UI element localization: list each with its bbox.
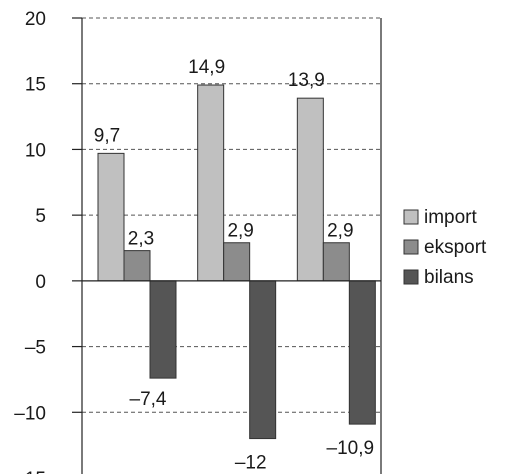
- data-label-eksport-1: 2,3: [128, 229, 154, 250]
- bar-bilans-1: [149, 280, 177, 379]
- legend-swatch-bilans: [403, 269, 419, 285]
- y-tick-label-7: –15: [14, 469, 46, 474]
- y-tick-label-4: 0: [35, 272, 46, 293]
- y-tick-label-5: –5: [25, 338, 46, 359]
- legend-label-import: import: [424, 207, 478, 228]
- legend-swatch-eksport: [403, 239, 419, 255]
- data-label-bilans-3: –10,9: [327, 438, 375, 459]
- legend-swatch-import: [403, 209, 419, 225]
- bar-import-2: [197, 84, 225, 282]
- data-label-import-1: 9,7: [94, 125, 120, 146]
- bar-import-3: [296, 97, 324, 282]
- data-label-bilans-2: –12: [235, 453, 267, 474]
- data-label-eksport-3: 2,9: [327, 221, 353, 242]
- data-label-bilans-1: –7,4: [130, 389, 167, 410]
- bar-eksport-1: [123, 250, 151, 282]
- bar-import-1: [97, 152, 125, 282]
- data-label-import-3: 13,9: [288, 70, 325, 91]
- plot-frame: [81, 18, 382, 474]
- legend-label-bilans: bilans: [424, 267, 474, 288]
- y-tick-label-6: –10: [14, 403, 46, 424]
- bars: [97, 84, 376, 440]
- legend: import eksport bilans: [403, 207, 487, 288]
- y-tick-label-3: 5: [35, 206, 46, 227]
- bar-eksport-3: [322, 242, 350, 282]
- bar-bilans-2: [249, 280, 277, 440]
- y-tick-label-1: 15: [25, 75, 46, 96]
- data-label-eksport-2: 2,9: [227, 221, 253, 242]
- y-axis-ticks: 20 15 10 5 0 –5 –10 –15: [14, 9, 82, 474]
- y-tick-label-0: 20: [25, 9, 46, 30]
- bar-eksport-2: [223, 242, 251, 282]
- bar-bilans-3: [348, 280, 376, 425]
- grid-lines: [82, 17, 381, 413]
- legend-label-eksport: eksport: [424, 237, 487, 258]
- y-tick-label-2: 10: [25, 140, 46, 161]
- data-label-import-2: 14,9: [188, 57, 225, 78]
- data-labels: 9,7 14,9 13,9 2,3 2,9 2,9 –7,4 –12 –10,9: [94, 57, 374, 474]
